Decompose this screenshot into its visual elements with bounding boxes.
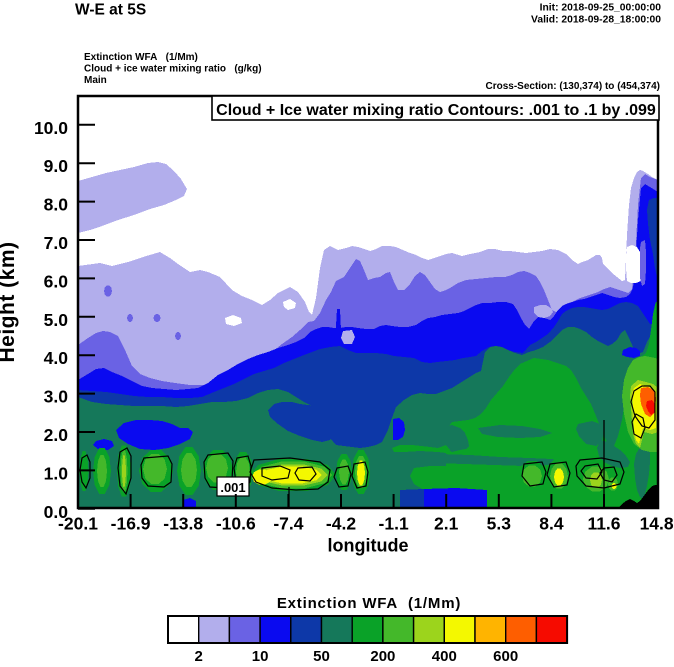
svg-text:2.0: 2.0 — [44, 425, 69, 445]
svg-text:4.0: 4.0 — [44, 348, 69, 368]
svg-text:Init: 2018-09-25_00:00:00: Init: 2018-09-25_00:00:00 — [540, 3, 662, 14]
svg-text:Extinction WFA (1/Mm): Extinction WFA (1/Mm) — [277, 595, 461, 612]
svg-text:longitude: longitude — [328, 536, 409, 556]
svg-text:600: 600 — [493, 648, 518, 665]
svg-text:Cloud + ice water mixing ratio: Cloud + ice water mixing ratio (g/kg) — [84, 64, 262, 75]
svg-text:10: 10 — [252, 648, 269, 665]
svg-text:5.0: 5.0 — [44, 310, 69, 330]
svg-text:W-E at 5S: W-E at 5S — [75, 2, 146, 19]
svg-text:-10.6: -10.6 — [216, 514, 256, 534]
svg-text:3.0: 3.0 — [44, 387, 69, 407]
svg-text:-16.9: -16.9 — [111, 514, 151, 534]
svg-text:-20.1: -20.1 — [58, 514, 98, 534]
svg-text:8.4: 8.4 — [539, 514, 564, 534]
svg-text:7.0: 7.0 — [44, 233, 69, 253]
svg-text:-4.2: -4.2 — [326, 514, 356, 534]
svg-text:0.0: 0.0 — [44, 502, 69, 522]
svg-text:10.0: 10.0 — [34, 118, 68, 138]
svg-text:Extinction WFA (1/Mm): Extinction WFA (1/Mm) — [84, 52, 198, 63]
svg-text:.001: .001 — [220, 480, 245, 495]
svg-text:2: 2 — [195, 648, 203, 665]
svg-text:5.3: 5.3 — [487, 514, 512, 534]
svg-text:2.1: 2.1 — [434, 514, 459, 534]
svg-text:200: 200 — [370, 648, 395, 665]
svg-text:14.8: 14.8 — [640, 514, 674, 534]
svg-text:Height (km): Height (km) — [0, 242, 19, 363]
svg-text:8.0: 8.0 — [44, 195, 69, 215]
svg-text:9.0: 9.0 — [44, 156, 69, 176]
svg-text:Valid: 2018-09-28_18:00:00: Valid: 2018-09-28_18:00:00 — [531, 15, 661, 26]
svg-text:400: 400 — [432, 648, 457, 665]
svg-text:-13.8: -13.8 — [163, 514, 203, 534]
svg-text:6.0: 6.0 — [44, 271, 69, 291]
svg-text:-1.1: -1.1 — [379, 514, 409, 534]
svg-text:Cross-Section: (130,374) to (4: Cross-Section: (130,374) to (454,374) — [485, 81, 660, 92]
svg-text:Main: Main — [84, 75, 107, 86]
svg-text:1.0: 1.0 — [44, 463, 69, 483]
svg-text:11.6: 11.6 — [587, 514, 620, 534]
svg-text:-7.4: -7.4 — [273, 514, 303, 534]
svg-text:50: 50 — [313, 648, 330, 665]
svg-text:Cloud + Ice water mixing ratio: Cloud + Ice water mixing ratio Contours:… — [216, 102, 656, 119]
